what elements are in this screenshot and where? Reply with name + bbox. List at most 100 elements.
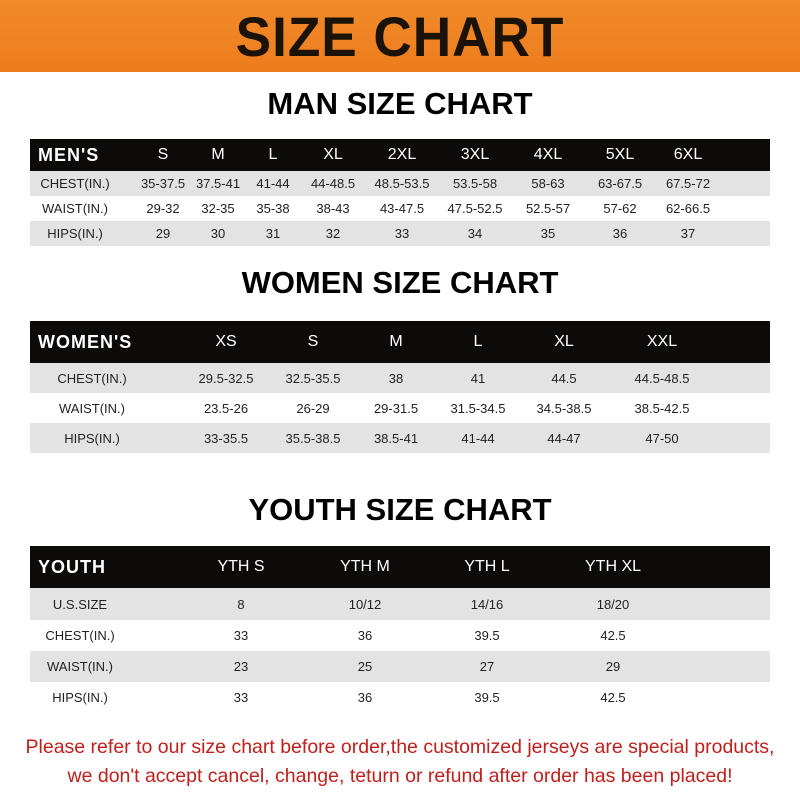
table-cell: 41 — [470, 370, 486, 386]
row-label: HIPS(IN.) — [64, 430, 120, 446]
row-label: WAIST(IN.) — [47, 659, 113, 674]
table-cell: 29 — [155, 226, 171, 241]
table-cell: 32 — [325, 226, 341, 241]
table-cell: 38.5-41 — [373, 430, 419, 446]
size-header: XS — [215, 333, 237, 350]
size-header: M — [389, 333, 403, 350]
table-cell: 67.5-72 — [665, 176, 711, 191]
table-cell: 62-66.5 — [665, 201, 711, 216]
table-cell: 42.5 — [600, 690, 626, 705]
table-row: WAIST(IN.) 23.5-26 26-29 29-31.5 31.5-34.5 34… — [30, 393, 770, 423]
women-size-table: WOMEN'S XS S M L XL XXL CHEST(IN.) 29.5-32.5 32.5… — [30, 321, 770, 453]
table-cell: 25 — [357, 659, 373, 674]
table-cell: 30 — [210, 226, 226, 241]
size-header: 4XL — [533, 146, 563, 163]
table-row: U.S.SIZE 8 10/12 14/16 18/20 — [30, 588, 770, 620]
row-label: CHEST(IN.) — [45, 628, 115, 643]
table-cell: 36 — [357, 690, 373, 705]
table-cell: 39.5 — [474, 690, 500, 705]
table-cell: 63-67.5 — [597, 176, 643, 191]
table-cell: 34.5-38.5 — [536, 400, 592, 416]
table-cell: 41-44 — [256, 176, 290, 191]
table-row: WAIST(IN.) 23 25 27 29 — [30, 651, 770, 682]
table-cell: 32.5-35.5 — [285, 370, 341, 386]
table-cell: 44.5-48.5 — [634, 370, 690, 386]
row-label: CHEST(IN.) — [40, 176, 110, 191]
table-cell: 44-47 — [547, 430, 581, 446]
table-cell: 35.5-38.5 — [285, 430, 341, 446]
size-header: S — [157, 146, 169, 163]
table-cell: 8 — [237, 596, 245, 612]
size-header: YTH L — [464, 558, 510, 575]
table-cell: 44-48.5 — [310, 176, 356, 191]
row-label: HIPS(IN.) — [52, 690, 108, 705]
table-cell: 57-62 — [603, 201, 637, 216]
table-cell: 35-38 — [256, 201, 290, 216]
table-cell: 14/16 — [470, 596, 504, 612]
table-row: CHEST(IN.) 33 36 39.5 42.5 — [30, 620, 770, 651]
table-cell: 33 — [233, 628, 249, 643]
table-cell: 35-37.5 — [140, 176, 186, 191]
table-row: HIPS(IN.) 29 30 31 32 33 34 35 36 37 — [30, 221, 770, 246]
size-header: 5XL — [605, 146, 635, 163]
table-cell: 29 — [605, 659, 621, 674]
table-cell: 44.5 — [551, 370, 577, 386]
table-cell: 37.5-41 — [195, 176, 241, 191]
table-cell: 38 — [388, 370, 404, 386]
table-cell: 31 — [265, 226, 281, 241]
youth-title: YOUTH SIZE CHART — [248, 492, 552, 527]
table-cell: 47-50 — [645, 430, 679, 446]
size-header: 3XL — [460, 146, 490, 163]
row-label: U.S.SIZE — [52, 596, 108, 612]
table-cell: 47.5-52.5 — [447, 201, 503, 216]
size-header: XL — [323, 146, 343, 163]
table-cell: 38.5-42.5 — [634, 400, 690, 416]
table-row: CHEST(IN.) 29.5-32.5 32.5-35.5 38 41 44.5 44.5… — [30, 363, 770, 393]
table-cell: 29-31.5 — [373, 400, 419, 416]
table-cell: 29-32 — [146, 201, 180, 216]
table-cell: 36 — [357, 628, 373, 643]
table-cell: 39.5 — [474, 628, 500, 643]
table-cell: 23 — [233, 659, 249, 674]
youth-size-table: YOUTH YTH S YTH M YTH L YTH XL U.S.SIZE 8 10/12… — [30, 546, 770, 713]
row-label: WAIST(IN.) — [42, 201, 108, 216]
table-cell: 35 — [540, 226, 556, 241]
table-cell: 23.5-26 — [203, 400, 249, 416]
size-header: XXL — [646, 333, 678, 350]
size-header: L — [268, 146, 278, 163]
table-row: WAIST(IN.) 29-32 32-35 35-38 38-43 43-47.5 47.… — [30, 196, 770, 221]
table-cell: 10/12 — [348, 596, 382, 612]
size-header: S — [307, 333, 319, 350]
table-cell: 33 — [233, 690, 249, 705]
table-cell: 52.5-57 — [525, 201, 571, 216]
table-cell: 18/20 — [596, 596, 630, 612]
table-row: CHEST(IN.) 35-37.5 37.5-41 41-44 44-48.5 48.5… — [30, 171, 770, 196]
size-header: M — [211, 146, 225, 163]
table-cell: 33-35.5 — [203, 430, 249, 446]
table-cell: 34 — [467, 226, 483, 241]
table-cell: 37 — [680, 226, 696, 241]
banner: SIZE CHART — [0, 0, 800, 72]
order-notice: Please refer to our size chart before or… — [0, 733, 800, 791]
size-header: YTH M — [340, 558, 390, 575]
table-header-row: YOUTH YTH S YTH M YTH L YTH XL — [30, 546, 770, 588]
table-cell: 42.5 — [600, 628, 626, 643]
table-cell: 48.5-53.5 — [374, 176, 430, 191]
table-cell: 33 — [394, 226, 410, 241]
table-cell: 26-29 — [296, 400, 330, 416]
table-cell: 31.5-34.5 — [450, 400, 506, 416]
table-title-cell: WOMEN'S — [38, 331, 133, 352]
table-cell: 58-63 — [531, 176, 565, 191]
table-cell: 53.5-58 — [452, 176, 498, 191]
table-cell: 38-43 — [316, 201, 350, 216]
row-label: HIPS(IN.) — [47, 226, 103, 241]
table-title-cell: MEN'S — [38, 144, 100, 165]
size-header: 2XL — [387, 146, 417, 163]
notice-line-1: Please refer to our size chart before or… — [25, 736, 775, 758]
men-size-table: MEN'S S M L XL 2XL 3XL 4XL 5XL 6XL CHEST(IN.) 35-37… — [30, 139, 770, 246]
table-header-row: WOMEN'S XS S M L XL XXL — [30, 321, 770, 363]
men-title: MAN SIZE CHART — [267, 86, 533, 121]
table-cell: 36 — [612, 226, 628, 241]
table-cell: 27 — [479, 659, 495, 674]
table-title-cell: YOUTH — [38, 556, 106, 577]
